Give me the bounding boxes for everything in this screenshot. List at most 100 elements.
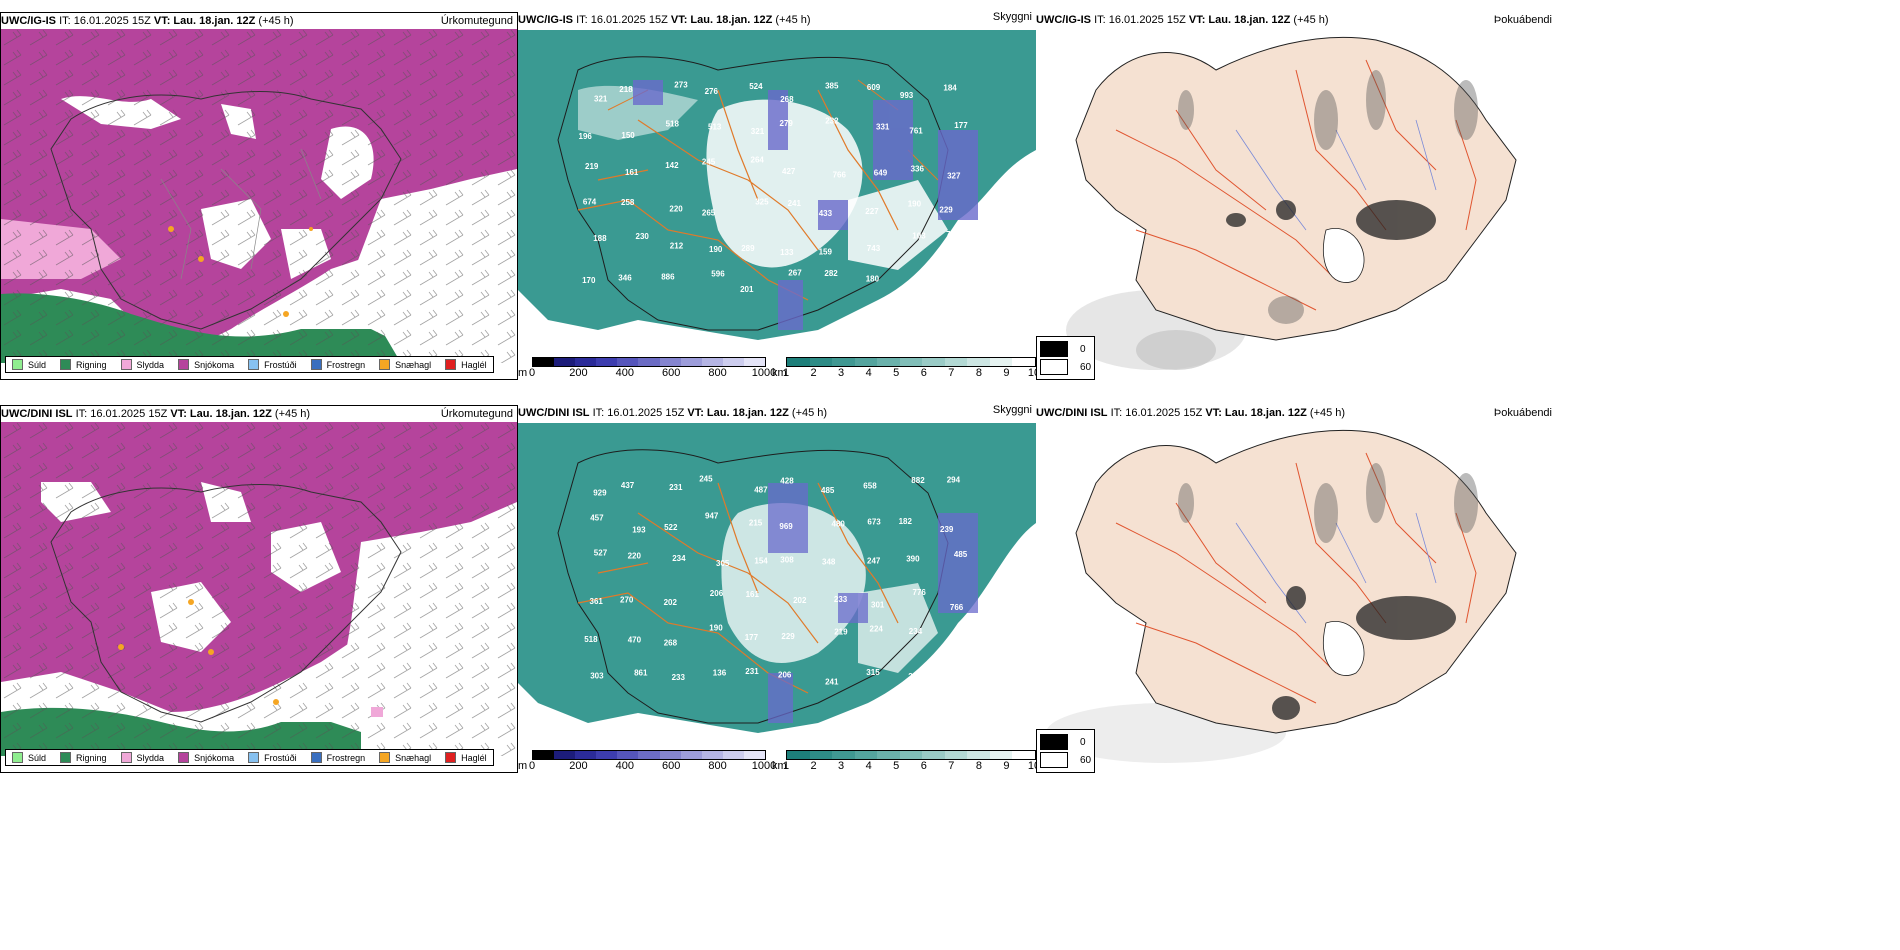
- ceiling-value-label: 485: [954, 550, 968, 559]
- ceiling-colorbar-swatch: [680, 751, 702, 759]
- ceiling-value-label: 206: [778, 671, 792, 680]
- precip-legend-label: Súld: [28, 359, 47, 370]
- valid-time-prefix: VT:: [687, 407, 704, 419]
- ceiling-ticks: 0 200 400 600 800 1000: [529, 760, 776, 774]
- ceiling-value-label: 234: [672, 554, 686, 563]
- precip-legend-label: Rigning: [76, 752, 107, 763]
- ceiling-value-label: 427: [782, 167, 796, 176]
- panel-header: UWC/IG-IS IT: 16.01.2025 15Z VT: Lau. 18…: [1036, 12, 1556, 28]
- ceiling-value-label: 766: [833, 171, 847, 180]
- ceiling-value-label: 227: [865, 207, 879, 216]
- ceiling-value-label: 346: [618, 274, 632, 283]
- ceiling-value-label: 177: [954, 121, 968, 130]
- ceiling-value-label: 522: [664, 523, 678, 532]
- ceiling-value-label: 258: [621, 198, 635, 207]
- ceiling-value-label: 245: [699, 475, 713, 484]
- ceiling-value-label: 658: [863, 482, 877, 491]
- ceiling-value-label: 170: [582, 276, 596, 285]
- panel-title: Þokuábendi: [1493, 407, 1552, 419]
- ceiling-value-label: 201: [740, 285, 754, 294]
- precip-legend-swatch: [379, 359, 391, 370]
- precip-legend-item: Frostúði: [248, 752, 297, 763]
- visibility-colorbar-swatch: [967, 751, 990, 759]
- ceiling-colorbar-swatch: [533, 358, 555, 366]
- ceiling-unit: m: [518, 367, 528, 379]
- lead-time: (+45 h): [274, 408, 311, 420]
- ceiling-colorbar: m 0 200 400 600 800 1000: [518, 750, 776, 775]
- precip-legend-label: Frostregn: [326, 359, 366, 370]
- ceiling-value-label: 969: [779, 522, 793, 531]
- ceiling-colorbar-swatch: [659, 751, 681, 759]
- ceiling-value-label: 776: [913, 588, 927, 597]
- model-name: UWC/DINI ISL: [1, 408, 73, 420]
- ceiling-colorbar-swatch: [680, 358, 702, 366]
- precip-legend-item: Snæhagl: [379, 359, 431, 370]
- precip-legend-item: Rigning: [60, 359, 107, 370]
- valid-time-prefix: VT:: [170, 408, 187, 420]
- ceiling-colorbar-swatch: [533, 751, 555, 759]
- precip-map: [1, 422, 517, 756]
- lead-time: (+45 h): [258, 15, 294, 27]
- panel-header: UWC/IG-IS IT: 16.01.2025 15Z VT: Lau. 18…: [518, 12, 1036, 28]
- ceiling-value-label: 485: [821, 486, 835, 495]
- ceiling-value-label: 674: [583, 198, 597, 207]
- ceiling-value-label: 206: [710, 589, 724, 598]
- visibility-colorbar-swatch: [854, 358, 878, 366]
- valid-time: Lau. 18.jan. 12Z: [1208, 14, 1291, 26]
- ceiling-colorbar-swatch: [638, 358, 660, 366]
- ceiling-value-label: 766: [950, 603, 964, 612]
- valid-time-prefix: VT:: [1188, 14, 1206, 26]
- ceiling-colorbar-swatch: [722, 751, 744, 759]
- ceiling-colorbar-tick: 0: [528, 367, 536, 379]
- visibility-colorbar-tick: 5: [893, 367, 900, 379]
- lead-time: (+45 h): [1309, 407, 1346, 419]
- precip-legend-item: Súld: [12, 359, 46, 370]
- ceiling-colorbar-swatch: [575, 751, 597, 759]
- ceiling-value-label: 268: [664, 638, 678, 647]
- visibility-colorbar-tick: 2: [810, 760, 817, 772]
- precip-legend-item: Frostregn: [310, 752, 366, 763]
- ceiling-value-label: 321: [594, 95, 608, 104]
- ceiling-value-label: 267: [788, 269, 802, 278]
- panel-header: UWC/DINI ISL IT: 16.01.2025 15Z VT: Lau.…: [1036, 405, 1556, 421]
- visibility-colorbar-tick: 6: [920, 367, 927, 379]
- ceiling-colorbar-tick: 400: [615, 760, 634, 772]
- model-name: UWC/IG-IS: [1036, 14, 1091, 26]
- fog-legend: 0 60: [1036, 729, 1096, 773]
- valid-time: Lau. 18.jan. 12Z: [690, 14, 773, 26]
- visibility-unit: km: [772, 367, 787, 379]
- visibility-colorbar-tick: 8: [975, 367, 982, 379]
- precip-legend-item: Rigning: [60, 752, 107, 763]
- ceiling-value-label: 150: [621, 131, 635, 140]
- ceiling-colorbar-swatch: [743, 751, 766, 759]
- visibility-colorbar-tick: 1: [782, 367, 790, 379]
- ceiling-value-label: 212: [670, 242, 684, 251]
- visibility-colorbar-swatch: [787, 751, 810, 759]
- ceiling-value-label: 180: [866, 275, 880, 284]
- ceiling-value-label: 470: [947, 635, 961, 644]
- ceiling-value-label: 184: [943, 83, 957, 92]
- ceiling-colorbar-swatches: [532, 357, 766, 367]
- visibility-colorbar-tick: 3: [838, 367, 845, 379]
- fog-panel-bottom: UWC/DINI ISL IT: 16.01.2025 15Z VT: Lau.…: [1036, 405, 1556, 775]
- lead-time: (+45 h): [775, 14, 811, 26]
- ceiling-value-label: 276: [705, 87, 719, 96]
- precip-legend-swatch: [248, 752, 260, 763]
- ceiling-colorbar-swatch: [659, 358, 681, 366]
- visibility-colorbar-tick: 3: [838, 760, 845, 772]
- precip-legend: Súld Rigning Slydda Snjókoma Frostúði Frostre…: [5, 749, 494, 766]
- precip-legend-swatch: [445, 359, 457, 370]
- ceiling-value-label: 234: [909, 627, 923, 636]
- visibility-colorbar-swatch: [787, 358, 810, 366]
- ceiling-value-label: 524: [749, 82, 763, 91]
- precip-legend-item: Haglél: [445, 752, 487, 763]
- visibility-colorbar-tick: 7: [948, 760, 955, 772]
- precip-legend-label: Frostregn: [326, 752, 366, 763]
- fog-legend-label: 60: [1080, 754, 1092, 766]
- ceiling-value-label: 331: [876, 123, 890, 132]
- ceiling-value-label: 886: [661, 272, 675, 281]
- precip-map: [1, 29, 517, 363]
- ceiling-value-label: 348: [822, 558, 836, 567]
- visibility-colorbar-tick: 9: [1003, 367, 1010, 379]
- ceiling-value-label: 190: [709, 245, 723, 254]
